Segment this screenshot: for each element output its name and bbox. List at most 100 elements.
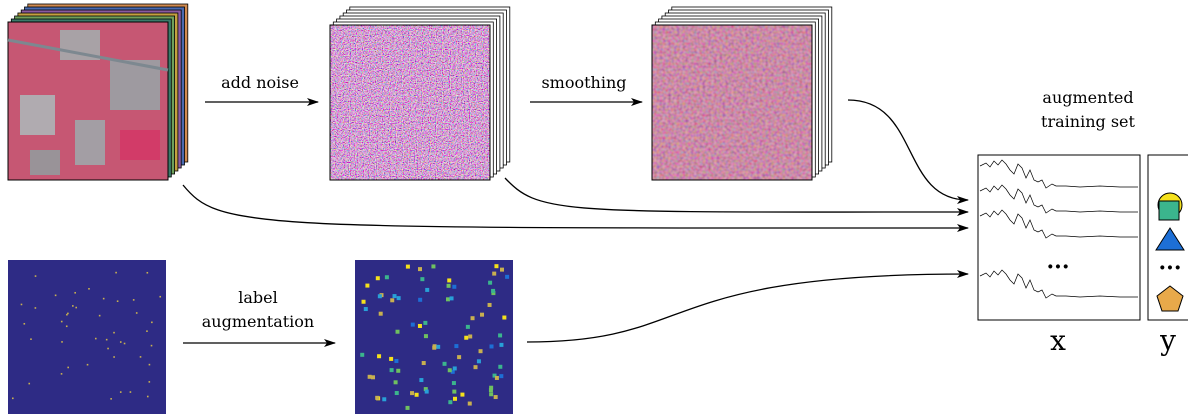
label-dot bbox=[394, 380, 398, 384]
label-dot bbox=[453, 397, 457, 401]
label-dot bbox=[498, 333, 502, 337]
arrow bbox=[527, 274, 968, 342]
label: augmented bbox=[1042, 88, 1133, 107]
label-dot bbox=[494, 264, 498, 268]
label-dot bbox=[418, 267, 422, 271]
label-dot bbox=[66, 325, 68, 327]
page: {"labels": {"add_noise": "add noise", "s… bbox=[0, 0, 1188, 414]
label-dot bbox=[365, 284, 369, 288]
label-dot bbox=[443, 362, 447, 366]
label-dot bbox=[471, 316, 475, 320]
label-dot bbox=[66, 314, 68, 316]
label-dot bbox=[72, 305, 74, 307]
label-dot bbox=[393, 294, 397, 298]
label-dot bbox=[146, 330, 148, 332]
label-dot bbox=[410, 391, 414, 395]
label-dot bbox=[415, 393, 419, 397]
label-dot bbox=[447, 278, 451, 282]
label-dot bbox=[489, 386, 493, 390]
label-dot bbox=[396, 369, 400, 373]
label-dot bbox=[464, 336, 468, 340]
label-dot bbox=[151, 322, 153, 324]
label-dot bbox=[505, 275, 509, 279]
label-dot bbox=[406, 406, 410, 410]
label-dot bbox=[395, 391, 399, 395]
label-dot bbox=[67, 367, 69, 369]
label-dot bbox=[448, 400, 452, 404]
label-dot bbox=[452, 285, 456, 289]
label-dot bbox=[120, 391, 122, 393]
label-dot bbox=[396, 330, 400, 334]
label-dot bbox=[103, 298, 105, 300]
label: smoothing bbox=[541, 73, 626, 92]
label: add noise bbox=[221, 73, 299, 92]
label-dot bbox=[377, 354, 381, 358]
label-dot bbox=[140, 356, 142, 358]
label-dot bbox=[133, 299, 135, 301]
label-dot bbox=[494, 395, 498, 399]
label-dot bbox=[87, 364, 89, 366]
label-dot bbox=[117, 300, 119, 302]
label-dot bbox=[120, 341, 122, 343]
label-dot bbox=[24, 323, 26, 325]
label-dot bbox=[425, 390, 429, 394]
label-dot bbox=[61, 373, 63, 375]
label-dot bbox=[502, 316, 506, 320]
label-dot bbox=[466, 325, 470, 329]
label-dot bbox=[500, 268, 504, 272]
label-dot bbox=[397, 296, 401, 300]
label-dot bbox=[431, 264, 435, 268]
label-dot bbox=[30, 338, 32, 340]
label-dot bbox=[110, 398, 112, 400]
label-dot bbox=[147, 396, 149, 398]
label-dot bbox=[151, 345, 153, 347]
label-dot bbox=[480, 313, 484, 317]
label-dot bbox=[499, 374, 503, 378]
label-dot bbox=[61, 341, 63, 343]
label-dot bbox=[390, 368, 394, 372]
ellipsis: ··· bbox=[1159, 255, 1182, 281]
label-dot bbox=[479, 349, 483, 353]
label-dot bbox=[106, 339, 108, 341]
label-dot bbox=[436, 345, 440, 349]
label-dot bbox=[420, 277, 424, 281]
label-dot bbox=[489, 344, 493, 348]
label-dot bbox=[371, 375, 375, 379]
label-dot bbox=[55, 295, 57, 297]
label-dot bbox=[454, 344, 458, 348]
arrow bbox=[848, 100, 968, 200]
label-dot bbox=[379, 312, 383, 316]
label-dot bbox=[499, 343, 503, 347]
label-dot bbox=[425, 288, 429, 292]
label: augmentation bbox=[202, 312, 314, 331]
label-dot bbox=[424, 334, 428, 338]
label-dot bbox=[468, 334, 472, 338]
augmented-label-map bbox=[355, 260, 513, 414]
label-dot bbox=[453, 366, 457, 370]
label-dot bbox=[61, 321, 63, 323]
label-dot bbox=[406, 265, 410, 269]
arrow bbox=[505, 178, 968, 212]
label-dot bbox=[446, 297, 450, 301]
label-dot bbox=[418, 324, 422, 328]
label-dot bbox=[492, 272, 496, 276]
label-dot bbox=[113, 356, 115, 358]
label-dot bbox=[12, 398, 14, 400]
label-dot bbox=[418, 298, 422, 302]
label-dot bbox=[364, 307, 368, 311]
noisy-image bbox=[330, 25, 490, 180]
label-dot bbox=[124, 343, 126, 345]
label-dot bbox=[477, 359, 481, 363]
label-dot bbox=[382, 397, 386, 401]
y-label: y bbox=[1159, 324, 1176, 357]
label-dot bbox=[394, 359, 398, 363]
label-dot bbox=[452, 381, 456, 385]
diagram: add noise smoothing label augmentation a… bbox=[0, 0, 1188, 414]
label: training set bbox=[1041, 112, 1135, 131]
label-dot bbox=[113, 332, 115, 334]
label-dot bbox=[99, 315, 101, 317]
label-dot bbox=[474, 365, 478, 369]
x-label: x bbox=[1050, 324, 1066, 357]
label-dot bbox=[491, 289, 495, 293]
label-dot bbox=[107, 348, 109, 350]
